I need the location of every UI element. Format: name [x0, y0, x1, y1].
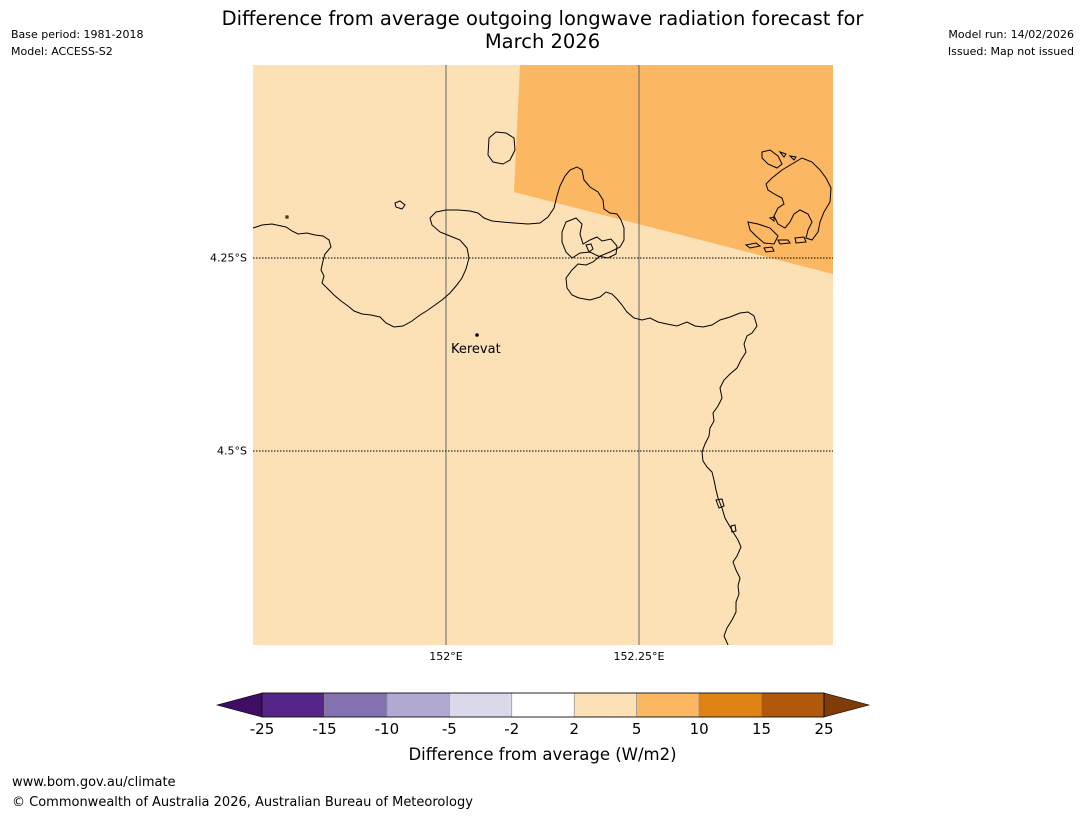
colorbar-tick-label: 25 [814, 720, 834, 738]
footer-copyright: © Commonwealth of Australia 2026, Austra… [12, 795, 473, 810]
issued-text: Issued: Map not issued [947, 45, 1074, 58]
colorbar-label: Difference from average (W/m2) [0, 745, 1085, 764]
colorbar-segment [261, 692, 325, 718]
map-title: Difference from average outgoing longwav… [170, 7, 915, 53]
colorbar-frame [261, 692, 825, 718]
colorbar-segment [449, 692, 513, 718]
colorbar-tick-label: 2 [569, 720, 579, 738]
colorbar-segment [761, 692, 825, 718]
metadata-left: Base period: 1981-2018 Model: ACCESS-S2 [11, 26, 143, 60]
colorbar-segment [573, 692, 637, 718]
colorbar-arrow-low [215, 692, 263, 718]
colorbar-segment [698, 692, 762, 718]
coastline [253, 131, 832, 645]
colorbar-tick-label: -2 [504, 720, 520, 738]
colorbar-segment [636, 692, 700, 718]
footer-url: www.bom.gov.au/climate [12, 775, 176, 790]
place-label-kerevat: Kerevat [451, 342, 501, 357]
colorbar-segment [511, 692, 575, 718]
lat-tick-label: 4.5°S [217, 444, 247, 458]
colorbar-tick-label: 10 [689, 720, 709, 738]
colorbar-tick-label: -10 [374, 720, 400, 738]
colorbar-tick-label: -25 [249, 720, 275, 738]
colorbar-tick-label: 15 [752, 720, 772, 738]
colorbar-label-text: Difference from average (W/m2) [408, 745, 677, 764]
kerevat-marker [475, 333, 479, 337]
map-title-line2: March 2026 [484, 30, 601, 53]
lon-tick-label: 152°E [429, 650, 463, 663]
lon-tick-label: 152.25°E [613, 650, 665, 663]
forecast-region-higher [514, 65, 833, 274]
map-title-line1: Difference from average outgoing longwav… [221, 7, 864, 30]
colorbar-tick-label: 5 [631, 720, 642, 738]
colorbar-tick-label: -5 [441, 720, 457, 738]
model-run-text: Model run: 14/02/2026 [948, 28, 1074, 41]
colorbar-tick-label: -15 [312, 720, 337, 738]
colorbar-segment [386, 692, 450, 718]
colorbar-segment [324, 692, 388, 718]
colorbar-arrow-high [823, 692, 871, 718]
base-period-text: Base period: 1981-2018 [11, 28, 144, 41]
lat-tick-label: 4.25°S [210, 251, 247, 265]
model-text: Model: ACCESS-S2 [11, 45, 113, 58]
metadata-right: Model run: 14/02/2026 Issued: Map not is… [948, 26, 1074, 60]
